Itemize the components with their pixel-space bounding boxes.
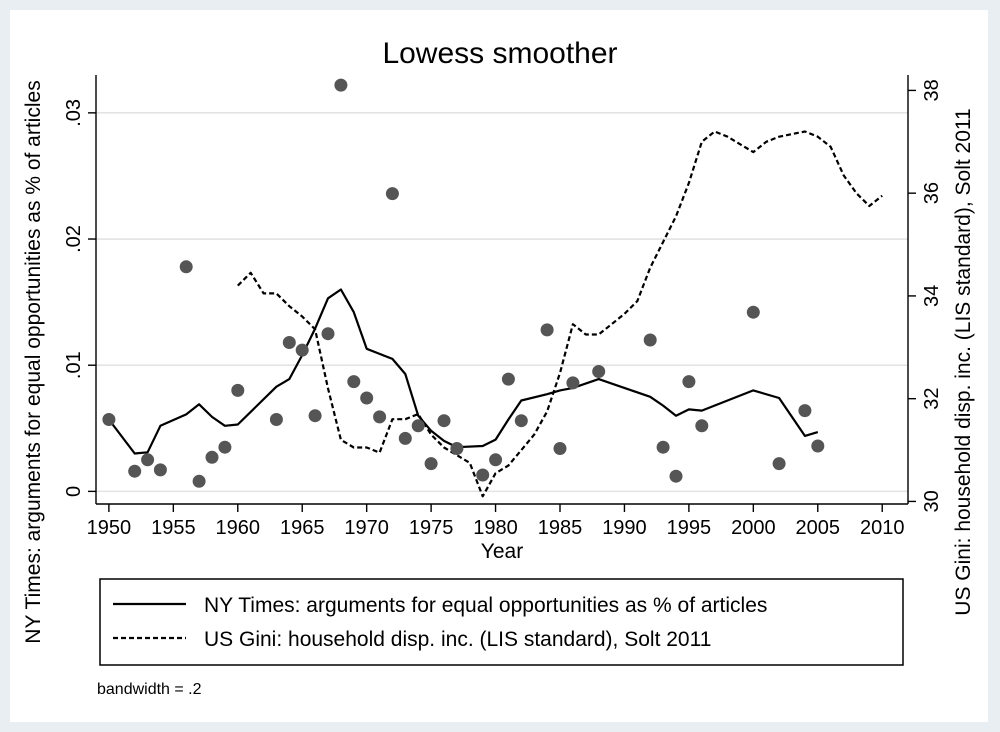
scatter-point [695, 419, 709, 433]
x-tick-label: 1965 [280, 517, 325, 539]
x-tick-label: 2000 [731, 517, 776, 539]
scatter-point [450, 442, 464, 455]
y-right-tick-label: 32 [921, 388, 943, 410]
x-tick-label: 1990 [602, 517, 647, 539]
plot-area [96, 75, 908, 504]
scatter-point [269, 413, 283, 426]
y-right-tick-label: 34 [921, 285, 943, 307]
x-tick-label: 2010 [860, 517, 905, 539]
scatter-point [501, 372, 515, 386]
x-tick-label: 1950 [87, 517, 132, 539]
x-axis-title: Year [481, 540, 523, 563]
x-tick-label: 1960 [216, 517, 261, 539]
scatter-point [746, 305, 760, 319]
scatter-point [321, 327, 335, 341]
axes [88, 75, 916, 512]
scatter-point [656, 440, 670, 454]
scatter-point [476, 468, 490, 482]
scatter-point [489, 453, 503, 467]
scatter-point [437, 414, 451, 428]
scatter-point [153, 463, 167, 477]
series-lines [108, 130, 883, 498]
scatter-point [102, 413, 116, 426]
legend-box [99, 578, 904, 666]
y-left-tick-label: .03 [63, 99, 85, 127]
scatter-point [373, 410, 387, 424]
y-axis-right-title: US Gini: household disp. inc. (LIS stand… [952, 108, 975, 615]
scatter-point [772, 457, 786, 471]
scatter-points [102, 78, 825, 488]
scatter-point [424, 457, 438, 471]
series-line-nytimes [108, 288, 819, 455]
scatter-point [540, 323, 554, 337]
scatter-point [398, 431, 412, 445]
scatter-point [308, 409, 322, 423]
scatter-point [566, 376, 580, 390]
scatter-point [218, 440, 232, 454]
scatter-point [205, 450, 219, 464]
x-tick-label: 1995 [667, 517, 712, 539]
series-line-gini [237, 130, 883, 498]
y-right-tick-label: 30 [921, 490, 943, 512]
scatter-point [360, 391, 374, 405]
scatter-point [553, 442, 567, 455]
scatter-point [128, 464, 142, 478]
scatter-point [192, 474, 206, 488]
scatter-point [514, 414, 528, 428]
scatter-point [798, 404, 812, 418]
legend-label-nytimes: NY Times: arguments for equal opportunit… [204, 594, 767, 617]
legend: NY Times: arguments for equal opportunit… [99, 578, 904, 666]
x-tick-label: 1955 [151, 517, 196, 539]
y-right-tick-label: 38 [921, 79, 943, 101]
bandwidth-note: bandwidth = .2 [97, 681, 202, 698]
scatter-point [347, 375, 361, 389]
y-axis-left-title: NY Times: arguments for equal opportunit… [22, 80, 45, 643]
x-tick-label: 1985 [538, 517, 583, 539]
y-left-tick-label: .02 [63, 225, 85, 253]
tick-labels: 1950 1955 1960 1965 1970 1975 1980 1985 1990 1995… [63, 79, 943, 539]
scatter-point [231, 383, 245, 397]
scatter-point [141, 453, 155, 467]
scatter-point [811, 439, 825, 453]
scatter-point [682, 375, 696, 389]
chart-title: Lowess smoother [382, 37, 617, 70]
x-tick-label: 1970 [344, 517, 389, 539]
scatter-point [282, 336, 296, 349]
y-left-tick-label: 0 [63, 486, 85, 497]
scatter-point [334, 78, 348, 92]
scatter-point [669, 469, 683, 483]
y-right-tick-label: 36 [921, 182, 943, 204]
scatter-point [592, 365, 606, 378]
x-tick-label: 2005 [796, 517, 841, 539]
grid-lines [96, 112, 908, 493]
scatter-point [643, 333, 657, 347]
scatter-point [295, 343, 309, 357]
x-tick-label: 1980 [473, 517, 518, 539]
scatter-point [411, 419, 425, 433]
y-left-tick-label: .01 [63, 351, 85, 379]
scatter-point [385, 187, 399, 201]
x-tick-label: 1975 [409, 517, 454, 539]
scatter-point [179, 260, 193, 274]
legend-label-gini: US Gini: household disp. inc. (LIS stand… [204, 628, 711, 651]
